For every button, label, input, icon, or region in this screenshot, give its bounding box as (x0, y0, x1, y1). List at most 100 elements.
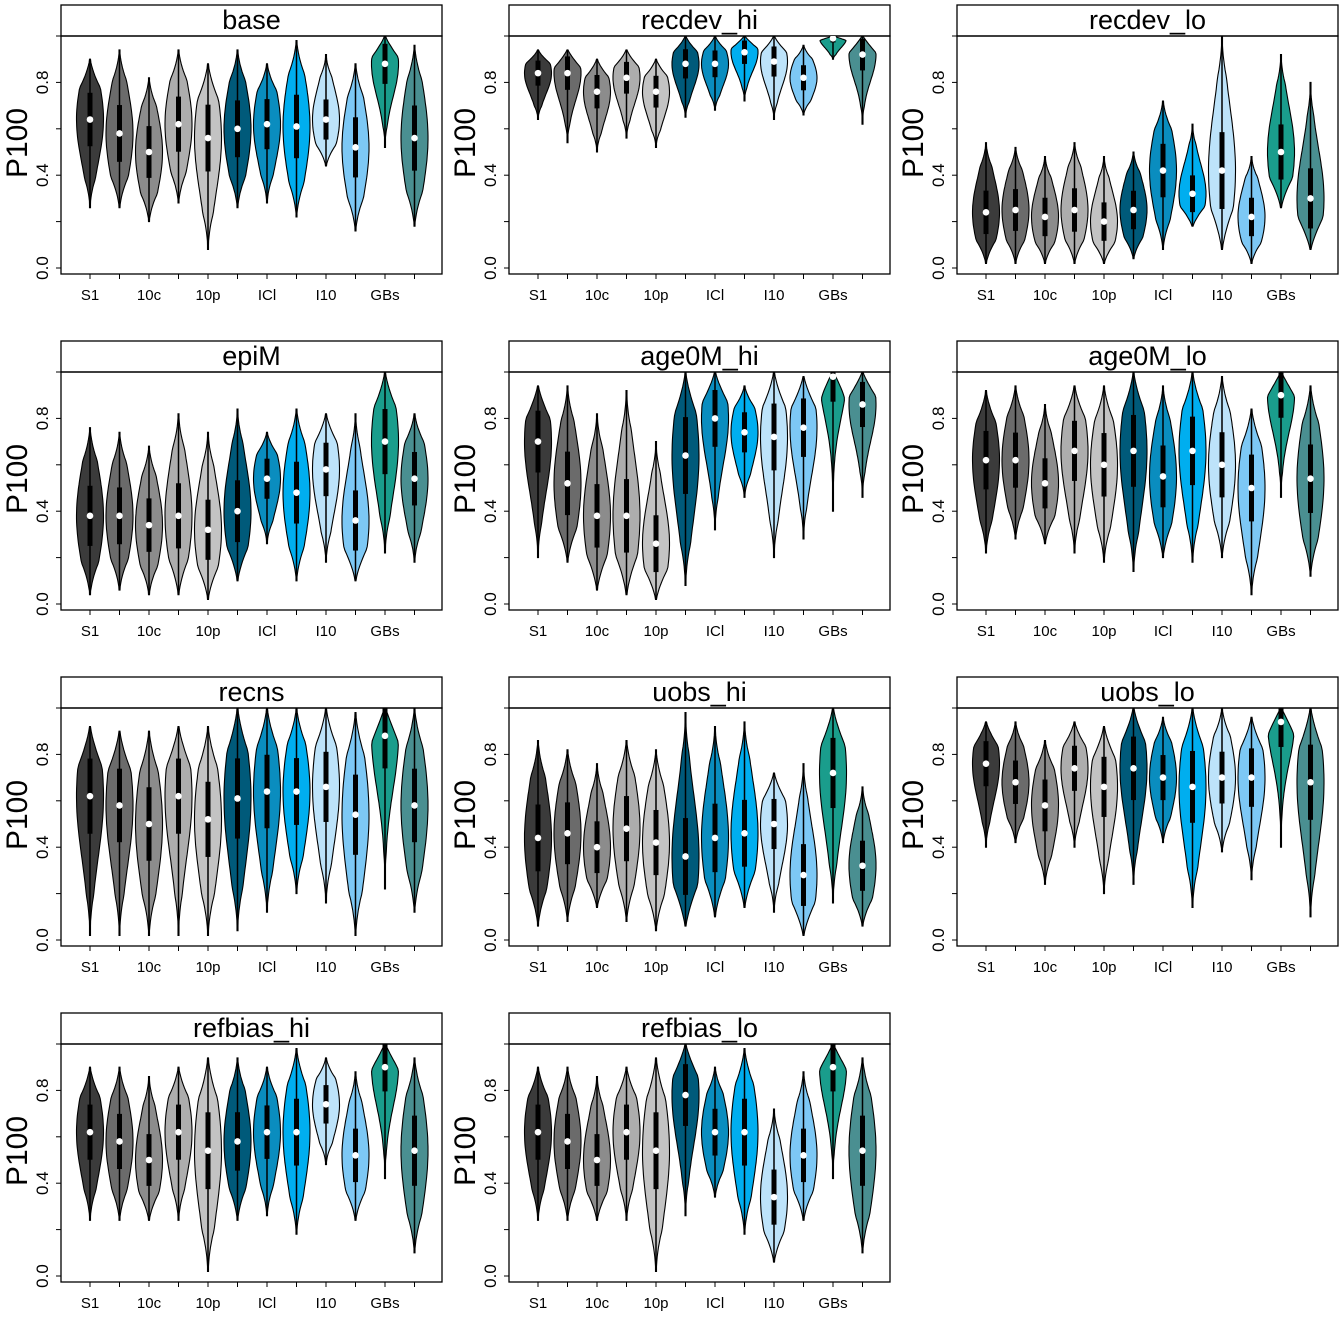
median-point (682, 60, 689, 68)
median-point (1248, 484, 1255, 492)
x-tick-label: 10c (585, 623, 610, 640)
x-tick-label: ICl (706, 623, 724, 640)
median-point (741, 829, 748, 837)
median-point (145, 1156, 153, 1164)
x-tick-label: 10c (137, 623, 162, 640)
x-tick-label: ICl (706, 1295, 724, 1312)
median-point (711, 834, 719, 842)
median-point (263, 475, 271, 483)
y-tick-label: 0.8 (481, 1079, 500, 1103)
median-point (623, 512, 630, 520)
median-point (859, 51, 866, 58)
median-point (352, 1152, 359, 1159)
median-point (293, 489, 300, 496)
panel-title-strip (60, 676, 443, 709)
x-tick-label: I10 (316, 959, 337, 976)
median-point (1130, 447, 1137, 455)
median-point (145, 148, 153, 156)
median-point (711, 415, 719, 422)
x-tick-label: GBs (1266, 959, 1295, 976)
x-tick-label: S1 (529, 623, 547, 640)
median-point (175, 512, 182, 520)
panel-title: recdev_lo (1089, 5, 1206, 35)
x-tick-label: S1 (529, 287, 547, 304)
median-point (770, 1193, 778, 1201)
y-tick-label: 0.0 (481, 592, 500, 616)
median-point (1159, 473, 1167, 480)
median-point (1130, 206, 1137, 214)
median-point (322, 1101, 330, 1108)
y-tick-label: 0.8 (929, 71, 948, 95)
median-point (352, 144, 359, 151)
violins (523, 372, 877, 600)
y-axis-label: P100 (449, 108, 482, 178)
violins (971, 708, 1325, 918)
median-point (116, 130, 123, 137)
y-tick-label: 0.0 (481, 256, 500, 280)
median-point (1071, 447, 1078, 455)
median-point (682, 853, 689, 860)
median-point (593, 843, 601, 851)
median-point (204, 134, 212, 142)
median-point (86, 512, 94, 520)
y-tick-label: 0.0 (33, 592, 52, 616)
median-point (86, 116, 94, 123)
x-tick-label: I10 (764, 623, 785, 640)
panel-title-strip (508, 676, 891, 709)
median-point (1071, 765, 1078, 772)
median-point (652, 1147, 660, 1155)
panel-refbias_hi: refbias_hi 0.0 0.4 0.8 P100 S1 10c 10p ICl I10 GBs (1, 1012, 443, 1312)
median-point (623, 1128, 630, 1136)
median-point (1307, 195, 1314, 202)
median-point (234, 125, 241, 133)
x-tick-label: I10 (764, 959, 785, 976)
median-point (593, 512, 601, 520)
median-point (623, 825, 630, 832)
median-point (593, 88, 601, 95)
y-tick-label: 0.0 (929, 928, 948, 952)
violins (75, 708, 429, 936)
median-point (204, 1147, 212, 1155)
median-point (534, 1128, 542, 1136)
median-point (859, 401, 866, 408)
median-point (711, 60, 719, 68)
violins (971, 36, 1325, 264)
y-tick-label: 0.4 (929, 835, 948, 859)
x-tick-label: I10 (316, 1295, 337, 1312)
x-tick-label: 10c (1033, 287, 1058, 304)
median-point (652, 839, 660, 846)
x-tick-label: 10c (585, 1295, 610, 1312)
panel-uobs_hi: uobs_hi 0.0 0.4 0.8 P100 S1 10c 10p ICl I10 GBs (449, 676, 891, 976)
x-tick-label: S1 (977, 623, 995, 640)
median-point (145, 820, 153, 828)
panel-title: refbias_hi (193, 1013, 310, 1043)
panel-title: age0M_hi (640, 341, 759, 371)
y-tick-label: 0.4 (481, 499, 500, 523)
panel-epiM: epiM 0.0 0.4 0.8 P100 S1 10c 10p ICl I10 GBs (1, 340, 443, 640)
median-point (1277, 718, 1285, 726)
panel-title: age0M_lo (1088, 341, 1207, 371)
median-point (1041, 480, 1049, 487)
y-tick-label: 0.4 (33, 835, 52, 859)
median-point (800, 871, 807, 879)
x-tick-label: ICl (258, 287, 276, 304)
y-axis-label: P100 (1, 108, 34, 178)
median-point (322, 783, 330, 791)
x-tick-label: ICl (258, 1295, 276, 1312)
median-point (829, 373, 837, 380)
x-tick-label: S1 (529, 1295, 547, 1312)
median-point (1277, 148, 1285, 156)
violins (75, 36, 429, 250)
median-point (1012, 456, 1019, 464)
median-point (623, 74, 630, 82)
x-tick-label: ICl (706, 959, 724, 976)
y-tick-label: 0.8 (929, 743, 948, 767)
y-tick-label: 0.4 (33, 499, 52, 523)
x-tick-label: GBs (818, 623, 847, 640)
y-tick-label: 0.0 (481, 1264, 500, 1288)
median-point (234, 507, 241, 515)
x-tick-label: 10p (643, 623, 668, 640)
median-point (1307, 475, 1314, 483)
panel-title-strip (60, 4, 443, 37)
